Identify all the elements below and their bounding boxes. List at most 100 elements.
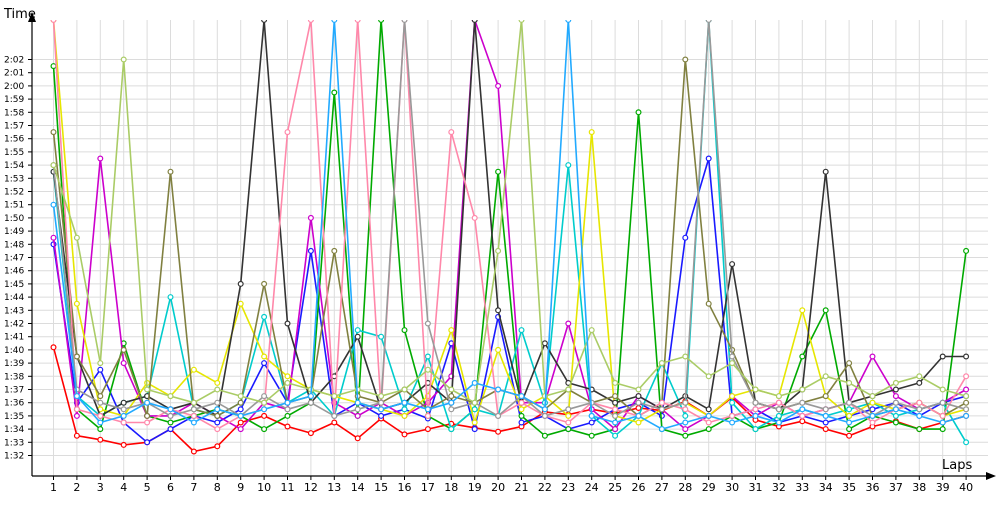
data-point — [120, 406, 127, 413]
data-point — [190, 366, 197, 373]
data-point — [588, 432, 595, 439]
data-point — [167, 393, 174, 400]
y-tick-label: 1:38 — [4, 372, 24, 382]
data-point — [705, 419, 712, 426]
x-tick-label: 15 — [374, 481, 388, 494]
data-point — [635, 393, 642, 400]
y-tick-label: 1:58 — [4, 108, 24, 118]
data-point — [869, 399, 876, 406]
data-point — [237, 419, 244, 426]
data-point — [846, 406, 853, 413]
data-point — [682, 406, 689, 413]
y-tick-label: 1:41 — [4, 333, 24, 343]
data-point — [97, 366, 104, 373]
data-point — [682, 432, 689, 439]
data-point — [729, 261, 736, 268]
data-point — [916, 399, 923, 406]
data-point — [73, 353, 80, 360]
data-point — [799, 386, 806, 393]
data-point — [144, 412, 151, 419]
data-point — [518, 406, 525, 413]
data-point — [424, 366, 431, 373]
x-tick-label: 22 — [538, 481, 552, 494]
data-point — [120, 56, 127, 63]
data-point — [565, 162, 572, 169]
series-line — [52, 20, 967, 430]
data-point — [612, 412, 619, 419]
data-point — [214, 406, 221, 413]
y-tick-label: 1:35 — [4, 412, 24, 422]
data-point — [284, 423, 291, 430]
data-point — [120, 346, 127, 353]
data-point — [729, 419, 736, 426]
data-point — [612, 406, 619, 413]
y-tick-label: 1:37 — [4, 386, 24, 396]
data-point — [73, 406, 80, 413]
data-point — [284, 379, 291, 386]
data-point — [284, 129, 291, 136]
data-point — [705, 373, 712, 380]
data-point — [612, 393, 619, 400]
data-point — [705, 300, 712, 307]
data-point — [775, 399, 782, 406]
y-tick-label: 1:33 — [4, 438, 24, 448]
data-point — [565, 412, 572, 419]
data-point — [237, 300, 244, 307]
x-tick-label: 5 — [144, 481, 151, 494]
data-point — [354, 327, 361, 334]
data-point — [565, 20, 572, 23]
data-point — [682, 426, 689, 433]
data-point — [284, 412, 291, 419]
data-point — [307, 399, 314, 406]
series-line — [52, 20, 967, 404]
data-point — [846, 379, 853, 386]
y-tick-label: 1:49 — [4, 227, 24, 237]
data-point — [354, 412, 361, 419]
data-point — [963, 439, 970, 446]
data-point — [729, 399, 736, 406]
data-point — [471, 419, 478, 426]
data-point — [261, 426, 268, 433]
data-point — [729, 353, 736, 360]
data-point — [73, 432, 80, 439]
data-point — [284, 320, 291, 327]
series-line — [52, 347, 967, 453]
data-point — [822, 373, 829, 380]
data-point — [588, 129, 595, 136]
data-point — [729, 393, 736, 400]
data-point — [401, 327, 408, 334]
y-tick-label: 1:53 — [4, 174, 24, 184]
y-tick-label: 1:55 — [4, 148, 24, 158]
data-point — [448, 393, 455, 400]
data-point — [846, 419, 853, 426]
data-point — [916, 373, 923, 380]
data-point — [50, 129, 57, 136]
data-point — [424, 406, 431, 413]
tick-labels: 1:32 1:33 1:34 1:35 1:36 1:37 1:38 1:39 1:40 1:41… — [4, 56, 973, 495]
data-point — [939, 386, 946, 393]
data-point — [190, 399, 197, 406]
y-tick-label: 1:32 — [4, 452, 24, 462]
data-point — [237, 406, 244, 413]
x-tick-label: 24 — [585, 481, 599, 494]
data-point — [822, 412, 829, 419]
data-point — [541, 432, 548, 439]
y-tick-label: 1:39 — [4, 359, 24, 369]
data-point — [424, 320, 431, 327]
x-tick-label: 40 — [959, 481, 973, 494]
series-line — [52, 20, 967, 417]
y-tick-label: 2:00 — [4, 82, 24, 92]
data-point — [963, 373, 970, 380]
data-point — [237, 426, 244, 433]
data-point — [775, 412, 782, 419]
data-point — [237, 393, 244, 400]
data-point — [144, 386, 151, 393]
data-point — [471, 20, 478, 23]
data-point — [495, 386, 502, 393]
series-line — [52, 157, 967, 444]
data-point — [97, 419, 104, 426]
data-point — [307, 214, 314, 221]
data-point — [846, 399, 853, 406]
y-tick-label: 1:36 — [4, 399, 24, 409]
y-tick-label: 1:45 — [4, 280, 24, 290]
